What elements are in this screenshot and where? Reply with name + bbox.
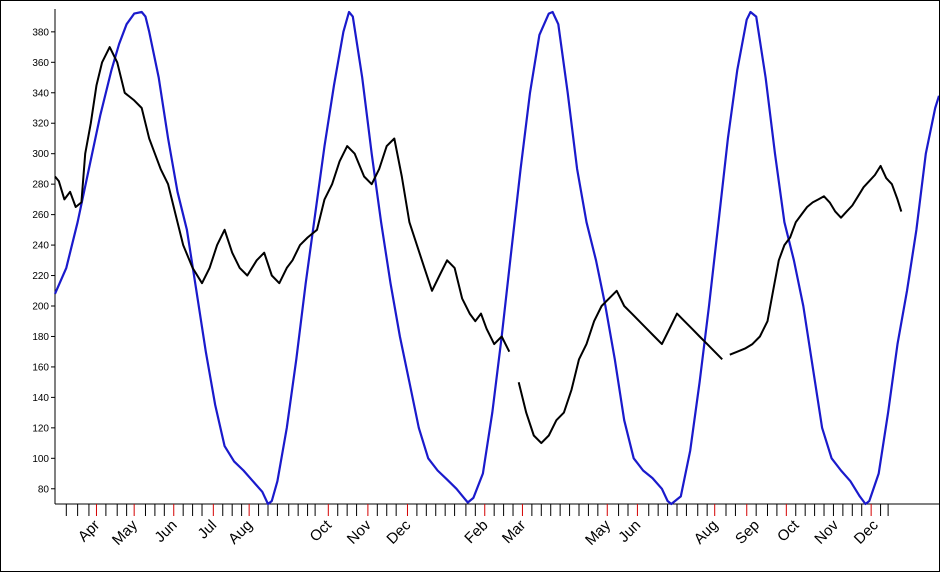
x-tick-label: Nov	[344, 516, 375, 547]
x-tick-label: Jun	[151, 517, 180, 546]
y-tick-label: 260	[32, 210, 49, 221]
x-tick-label: Mar	[499, 517, 529, 547]
y-tick-label: 380	[32, 27, 49, 38]
y-tick-label: 300	[32, 149, 49, 160]
x-tick-label: Apr	[75, 517, 104, 546]
price-series-line	[54, 46, 903, 445]
x-tick-label: Nov	[811, 516, 842, 547]
x-tick-label: Dec	[851, 516, 882, 547]
x-tick-label: Dec	[383, 516, 414, 547]
y-tick-label: 100	[32, 454, 49, 465]
x-tick-labels: Apr May Jun Jul Aug Oct Nov Dec Feb Mar May Jun Aug S…	[75, 516, 882, 549]
y-tick-label: 80	[38, 484, 50, 495]
y-tick-label: 140	[32, 393, 49, 404]
x-tick-label: May	[582, 516, 614, 548]
y-tick-label: 200	[32, 302, 49, 313]
x-tick-label: May	[109, 516, 141, 548]
y-tick-label: 360	[32, 58, 49, 69]
x-tick-label: Aug	[691, 517, 722, 548]
x-tick-label: Feb	[461, 517, 491, 547]
x-ticks	[65, 504, 889, 516]
x-tick-label: Jun	[615, 517, 644, 546]
x-tick-label: Oct	[774, 516, 803, 545]
x-tick-label: Jul	[195, 517, 221, 543]
y-tick-label: 320	[32, 119, 49, 130]
y-tick-label: 160	[32, 362, 49, 373]
y-tick-label: 220	[32, 271, 49, 282]
y-tick-label: 180	[32, 332, 49, 343]
y-tick-label: 280	[32, 180, 49, 191]
series-layer	[53, 10, 939, 506]
x-tick-label: Sep	[732, 517, 763, 548]
y-tick-label: 240	[32, 241, 49, 252]
y-tick-label: 340	[32, 88, 49, 99]
x-tick-label: Aug	[225, 517, 256, 548]
y-tick-label: 120	[32, 423, 49, 434]
x-tick-label: Oct	[307, 516, 336, 545]
cycle-series-line	[53, 10, 939, 506]
y-ticks: 80 100 120 140 160 180 200 220 240 260 280 300 320 34…	[32, 27, 55, 495]
